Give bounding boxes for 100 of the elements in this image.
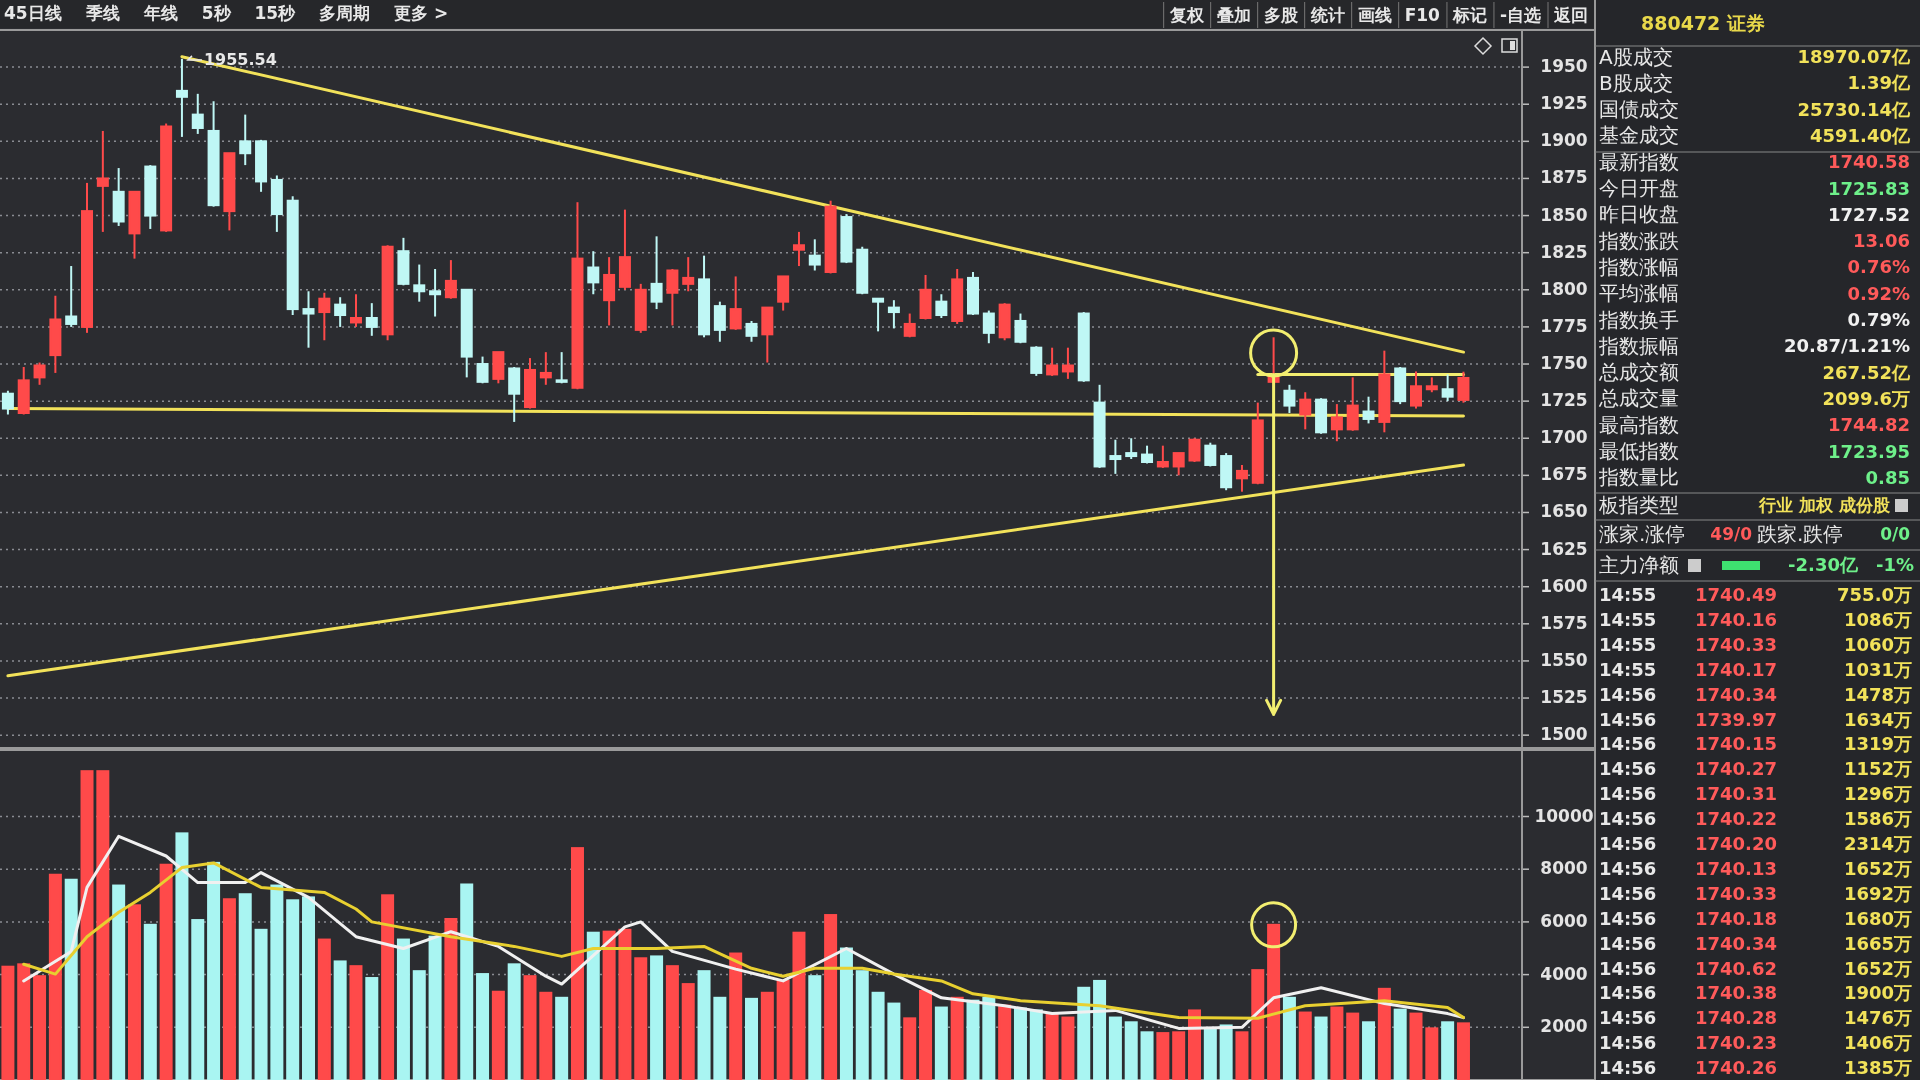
text: 1478万 [1843,683,1912,705]
bar [491,990,505,1080]
text: 1031万 [1843,658,1912,680]
candlestick [1109,438,1122,475]
text: 14:56 [1599,1007,1657,1029]
text: 267.52亿 [1822,361,1911,383]
text: 1665万 [1843,932,1912,954]
bar [1267,923,1281,1080]
y-tick-label: 1875 [1540,167,1588,188]
text: 14:55 [1599,608,1657,630]
bar [903,1017,917,1080]
candlestick [65,265,78,328]
toolbar: 45日线 季线 年线 5秒 15秒 多周期 更多 > 复权 叠加 多股 统计 画线 F10 标记 -自选 返回 [0,0,1595,29]
bar [1156,1032,1170,1080]
y-tick-label: 1950 [1540,56,1588,77]
candlestick [318,291,331,342]
bar [412,970,426,1080]
text: 板指类型 [1598,492,1679,517]
bar [950,996,964,1080]
y-tick-label: 1775 [1540,315,1588,336]
text: 跌家.跌停 [1757,521,1844,546]
text: 1652万 [1843,857,1912,879]
candlestick [1156,444,1169,469]
bar [48,873,62,1080]
text: 1740.20 [1695,833,1777,854]
text: 总成交额 [1598,360,1679,385]
text: 14:56 [1599,957,1657,979]
y-tick-label: 8000 [1540,858,1588,879]
text: 1740.34 [1695,932,1777,954]
bar [1282,996,1296,1080]
candlestick [1014,312,1027,345]
text: 1740.18 [1695,907,1777,929]
candlestick [175,57,188,138]
candlestick [365,302,378,337]
text: 14:56 [1599,758,1657,780]
bar [254,928,268,1080]
text: 0.79% [1847,309,1910,330]
candlestick [887,299,900,330]
bar [96,770,110,1080]
text: 1740.27 [1695,758,1777,780]
bar [270,884,284,1080]
text: 指数涨跌 [1598,228,1679,253]
candlestick [1362,395,1375,425]
text: 最新指数 [1599,149,1679,174]
text: 1319万 [1843,733,1912,755]
y-tick-label: 1600 [1540,575,1588,596]
y-tick-label: 1825 [1540,241,1588,262]
text: 1740.49 [1695,584,1777,605]
text: 49/0 [1710,524,1753,544]
text: 14:56 [1599,708,1657,730]
text: 14:56 [1599,1032,1657,1054]
text: 14:55 [1599,658,1657,680]
bar [887,1002,901,1080]
text: 1060万 [1843,633,1912,655]
text: 755.0万 [1837,584,1912,605]
text: 1476万 [1843,1007,1912,1029]
bar [697,970,711,1080]
candlestick [1299,391,1312,431]
text: 14:56 [1599,683,1657,705]
text: 25730.14亿 [1797,98,1911,120]
text: B股成交 [1599,70,1673,95]
text: 1740.22 [1695,808,1777,830]
bar [1077,986,1091,1080]
candlestick [1330,403,1343,443]
bar [1362,1021,1376,1080]
text: 平均涨幅 [1599,281,1679,306]
candlestick [872,297,885,333]
bar [317,938,331,1080]
text: 0.92% [1847,282,1910,304]
bar [1251,969,1265,1080]
text: 1740.17 [1695,658,1777,680]
text: 最高指数 [1599,412,1679,437]
bar [460,883,474,1080]
bar [191,919,205,1080]
candlestick [1457,370,1470,404]
bar [1045,1012,1059,1080]
text: 1740.26 [1695,1057,1777,1079]
y-tick-label: 1800 [1540,278,1588,299]
bar [1425,1027,1439,1080]
candlestick [808,238,821,272]
bar [1013,1007,1027,1080]
line-series [22,861,1465,1020]
y-tick-label: 1850 [1540,204,1588,225]
candlestick [1235,463,1248,493]
bar [1298,1011,1312,1080]
text: 0.76% [1847,256,1910,278]
bar [855,970,869,1080]
bar [871,991,885,1080]
bar [1219,1024,1233,1080]
text: 1740.58 [1828,151,1910,173]
bar [681,983,695,1080]
y-tick-label: 4000 [1540,963,1588,984]
text: 0/0 [1880,524,1911,544]
bar [207,861,221,1080]
text: 18970.07亿 [1797,46,1911,67]
text: 1385万 [1843,1057,1912,1079]
y-tick-label: 1725 [1540,390,1588,411]
text: A股成交 [1599,44,1673,69]
candlestick [33,361,46,386]
candlestick [935,293,948,319]
